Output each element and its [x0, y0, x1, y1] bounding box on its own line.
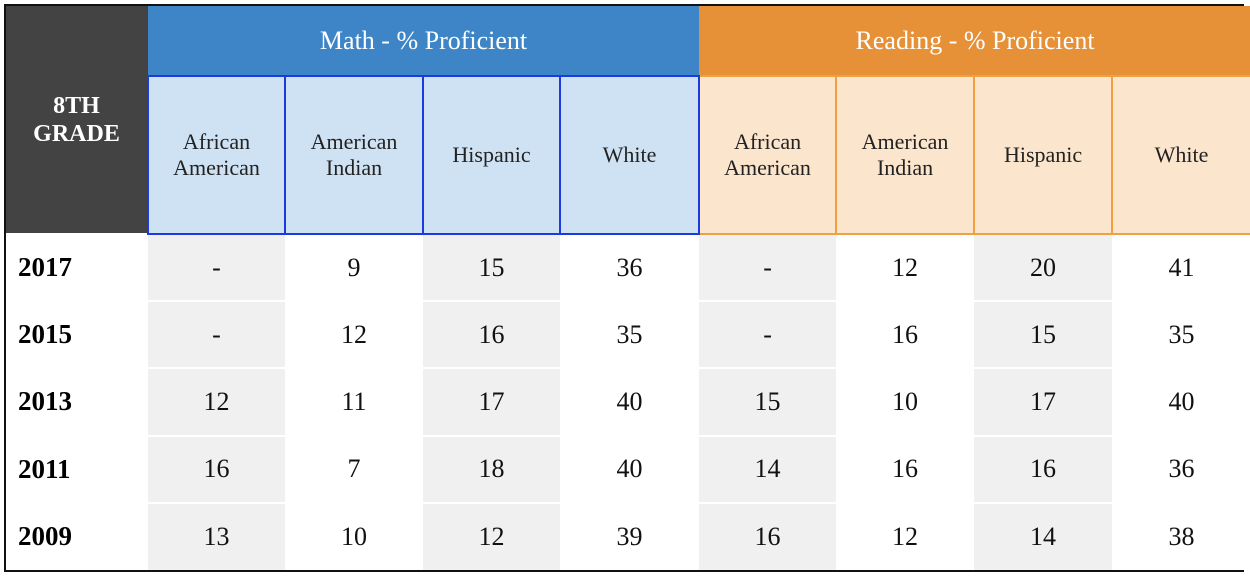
column-label-line: American — [173, 155, 260, 180]
math-group-header: Math - % Proficient — [148, 6, 700, 76]
table-row: 2013 12 11 17 40 15 10 17 40 — [6, 368, 1250, 436]
data-cell: 14 — [974, 502, 1113, 570]
data-cell: 36 — [560, 234, 700, 302]
data-cell: 16 — [836, 301, 975, 369]
year-label: 2011 — [6, 435, 148, 503]
grade-header-line-1: 8TH — [53, 92, 100, 119]
data-cell: 40 — [1112, 368, 1250, 436]
grade-header: 8TH GRADE — [6, 6, 148, 234]
data-cell: 15 — [423, 234, 560, 302]
data-cell: 16 — [836, 435, 975, 503]
column-label-line: White — [1154, 142, 1209, 167]
data-cell: 35 — [560, 301, 700, 369]
year-label: 2015 — [6, 301, 148, 369]
grade-header-line-2: GRADE — [33, 120, 120, 147]
data-cell: 41 — [1112, 234, 1250, 302]
reading-col-american-indian: American Indian — [835, 75, 976, 235]
data-cell: 12 — [836, 502, 975, 570]
column-label-line: African — [182, 129, 251, 154]
column-label-line: Indian — [325, 155, 383, 180]
data-cell: - — [699, 301, 837, 369]
data-cell: - — [699, 234, 837, 302]
data-cell: - — [148, 234, 285, 302]
table-row: 2009 13 10 12 39 16 12 14 38 — [6, 502, 1250, 570]
data-cell: 11 — [285, 368, 423, 436]
data-cell: 12 — [148, 368, 285, 436]
column-label-line: White — [602, 142, 657, 167]
data-cell: 9 — [285, 234, 423, 302]
data-cell: 20 — [974, 234, 1113, 302]
data-cell: 39 — [560, 502, 700, 570]
year-label: 2017 — [6, 234, 148, 302]
data-cell: 16 — [148, 435, 285, 503]
column-label-line: Hispanic — [1003, 142, 1083, 167]
data-cell: 7 — [285, 435, 423, 503]
column-label-line: American — [724, 155, 811, 180]
data-cell: 35 — [1112, 301, 1250, 369]
data-cell: 17 — [974, 368, 1113, 436]
data-cell: 12 — [285, 301, 423, 369]
data-cell: 16 — [699, 502, 837, 570]
data-cell: 10 — [285, 502, 423, 570]
reading-col-african-american: African American — [698, 75, 838, 235]
reading-col-white: White — [1111, 75, 1250, 235]
column-label-line: Hispanic — [452, 142, 531, 167]
data-cell: 16 — [423, 301, 560, 369]
column-label-line: American — [310, 129, 398, 154]
reading-col-hispanic: Hispanic — [973, 75, 1114, 235]
data-cell: 12 — [836, 234, 975, 302]
data-cell: 13 — [148, 502, 285, 570]
table-row: 2017-9 15 36-12 20 41 — [6, 234, 1250, 302]
data-cell: 40 — [560, 368, 700, 436]
year-label: 2013 — [6, 368, 148, 436]
proficiency-table: 8TH GRADE Math - % Proficient Reading - … — [6, 6, 1250, 570]
year-label: 2009 — [6, 502, 148, 570]
data-cell: 15 — [699, 368, 837, 436]
math-col-hispanic: Hispanic — [422, 75, 561, 235]
column-label-line: African — [733, 129, 802, 154]
data-cell: 17 — [423, 368, 560, 436]
data-cell: 38 — [1112, 502, 1250, 570]
data-cell: - — [148, 301, 285, 369]
math-col-american-indian: American Indian — [284, 75, 424, 235]
data-cell: 12 — [423, 502, 560, 570]
data-cell: 18 — [423, 435, 560, 503]
math-col-african-american: African American — [147, 75, 286, 235]
column-label-line: Indian — [876, 155, 934, 180]
column-label-line: American — [861, 129, 949, 154]
math-col-white: White — [558, 75, 701, 235]
data-cell: 15 — [974, 301, 1113, 369]
data-cell: 10 — [836, 368, 975, 436]
reading-group-header: Reading - % Proficient — [699, 6, 1250, 76]
data-cell: 14 — [699, 435, 837, 503]
data-cell: 16 — [974, 435, 1113, 503]
proficiency-table-frame: 8TH GRADE Math - % Proficient Reading - … — [4, 4, 1250, 572]
table-row: 2015-12 16 35-16 15 35 — [6, 301, 1250, 369]
data-cell: 36 — [1112, 435, 1250, 503]
data-cell: 40 — [560, 435, 700, 503]
table-row: 2011 16 7 18 40 14 16 16 36 — [6, 435, 1250, 503]
